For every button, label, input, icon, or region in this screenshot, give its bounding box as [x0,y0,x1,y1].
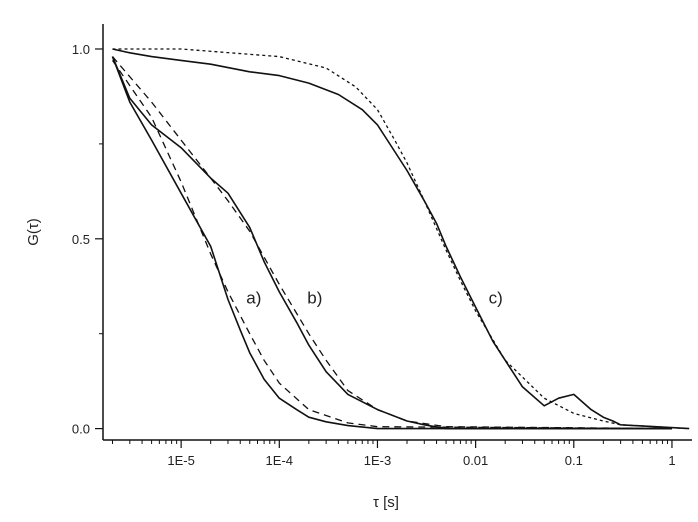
x-tick-label: 1E-5 [167,453,194,468]
y-tick-label: 0.5 [72,232,90,247]
curve-label: a) [246,288,261,307]
series-line-4 [111,60,673,430]
series-line-3 [112,48,690,430]
axes-group [102,24,692,441]
x-tick-label: 1E-4 [266,453,293,468]
x-tick-label: 1E-3 [364,453,391,468]
series-line-1 [111,56,672,430]
x-tick-label: 0.01 [463,453,488,468]
y-ticks-group: 0.0 0.5 1.0 [72,42,103,437]
curve-label: b) [307,288,322,307]
series-group [111,48,690,430]
y-tick-label: 1.0 [72,42,90,57]
y-tick-label: 0.0 [72,422,90,437]
x-tick-label: 1 [668,453,675,468]
y-axis-title: G(τ) [25,218,42,246]
annotations-group: a) b) c) [246,288,503,307]
x-ticks-group: 1E-5 1E-4 1E-3 0.01 0.1 1 [112,440,676,468]
series-line-5 [112,56,673,430]
x-tick-label: 0.1 [565,453,583,468]
x-axis-title: τ [s] [373,494,399,511]
series-line-2 [111,56,672,430]
curve-label: c) [489,288,503,307]
series-line-6 [112,48,690,430]
